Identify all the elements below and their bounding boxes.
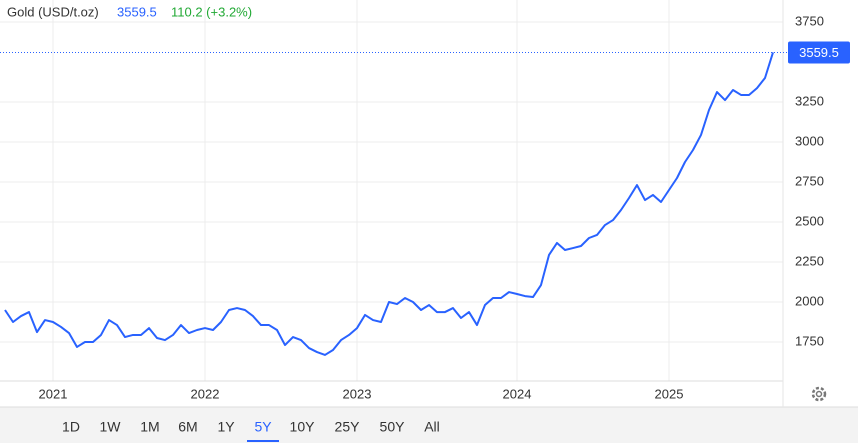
settings-icon[interactable] [811,386,827,402]
change: 110.2 (+3.2%) [171,4,252,19]
range-button[interactable]: 25Y [335,419,361,435]
range-bar [0,407,858,443]
x-tick-label: 2022 [191,386,220,401]
y-tick-label: 2750 [795,173,824,188]
y-tick-label: 1750 [795,333,824,348]
y-tick-label: 2500 [795,213,824,228]
x-tick-label: 2023 [343,386,372,401]
x-tick-label: 2024 [503,386,532,401]
gear-hub [815,390,823,398]
last-price-badge [788,41,850,64]
range-button[interactable]: 1Y [217,419,235,435]
y-tick-label: 3250 [795,93,824,108]
range-label: All [424,419,440,435]
gear [811,386,827,402]
x-tick-label: 2021 [39,386,68,401]
last-price-label: 3559.5 [799,45,839,60]
range-button[interactable]: 5Y [247,419,279,442]
y-tick-label: 2250 [795,253,824,268]
range-label: 1Y [217,419,235,435]
range-label: 25Y [335,419,361,435]
range-label: 1M [140,419,159,435]
y-tick-label: 2000 [795,293,824,308]
range-label: 1D [62,419,80,435]
x-tick-label: 2025 [655,386,684,401]
range-label: 6M [178,419,197,435]
range-button[interactable]: 10Y [290,419,316,435]
range-label: 1W [100,419,122,435]
range-button[interactable]: All [424,419,440,435]
range-label: 50Y [380,419,406,435]
range-button[interactable]: 6M [178,419,197,435]
instrument: Gold (USD/t.oz) [7,4,99,19]
range-button[interactable]: 50Y [380,419,406,435]
range-label: 5Y [254,419,272,435]
price: 3559.5 [117,4,157,19]
range-button[interactable]: 1D [62,419,80,435]
range-button[interactable]: 1W [100,419,122,435]
range-button[interactable]: 1M [140,419,159,435]
price-line [4,52,774,356]
y-tick-label: 3000 [795,133,824,148]
range-label: 10Y [290,419,316,435]
y-tick-label: 3750 [795,13,824,28]
